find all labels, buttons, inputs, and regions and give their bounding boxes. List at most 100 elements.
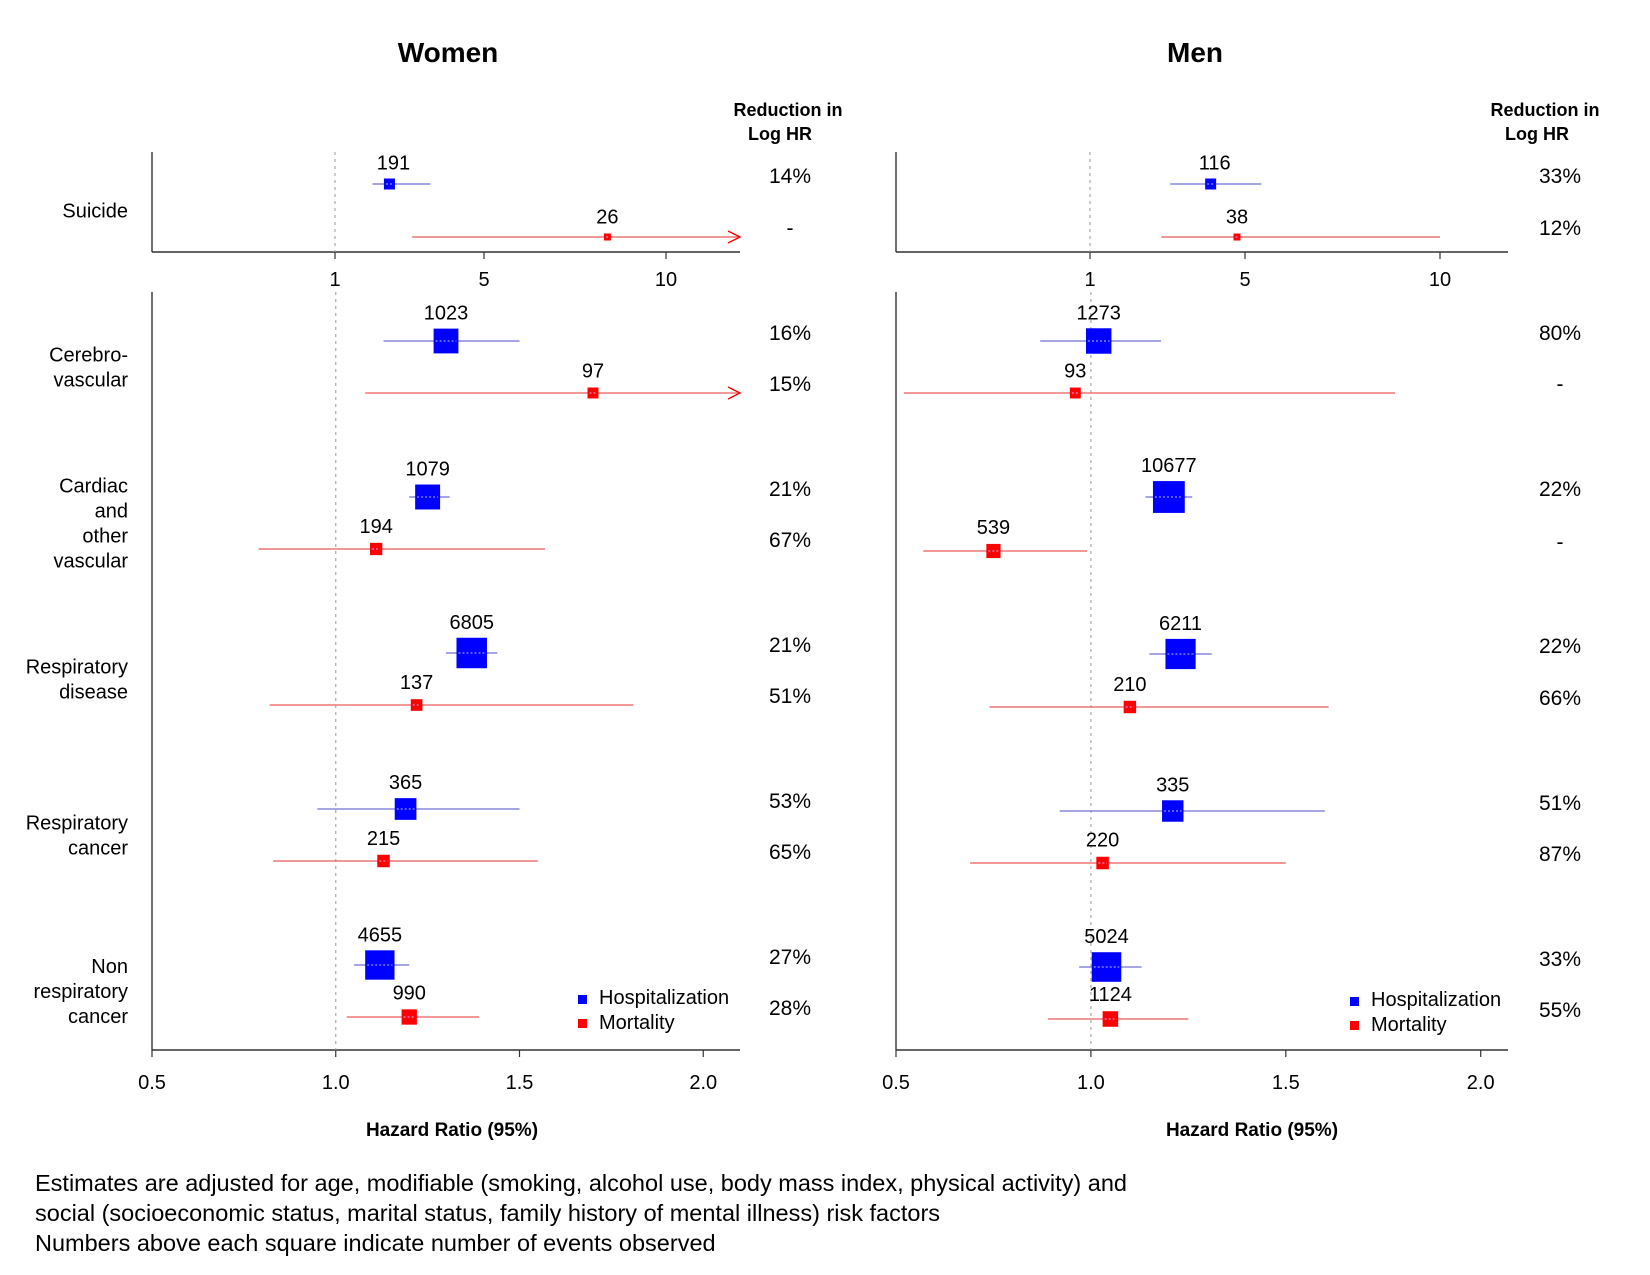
bottom-x-tick-label: 1.5	[1272, 1072, 1300, 1094]
mortality-reduction: 87%	[1539, 843, 1581, 866]
category-label: other	[82, 526, 128, 548]
footnote-line-2: social (socioeconomic status, marital st…	[35, 1198, 1127, 1228]
legend-hospitalization-label: Hospitalization	[1371, 989, 1501, 1011]
x-axis-label: Hazard Ratio (95%)	[366, 1120, 538, 1141]
legend-hospitalization-swatch	[578, 995, 587, 1004]
row-0: Suicide 191 14% 26 -	[62, 153, 811, 244]
row-1: Cerebro-vascular 1023 16% 97 15%	[49, 303, 811, 399]
reduction-header-line-2: Log HR	[1505, 124, 1569, 144]
legend-mortality-swatch	[578, 1019, 587, 1028]
row-5: Non respiratory cancer 4655 27% 990 28%	[34, 924, 812, 1028]
bottom-x-tick-label: 1.0	[322, 1072, 350, 1094]
mortality-event-count: 26	[596, 207, 618, 229]
mortality-reduction: 51%	[769, 685, 811, 708]
hospitalization-reduction: 53%	[769, 790, 811, 813]
hospitalization-reduction: 22%	[1539, 635, 1581, 658]
category-label: and	[95, 501, 128, 523]
top-x-tick-label: 1	[1084, 269, 1095, 291]
hospitalization-event-count: 335	[1156, 774, 1189, 796]
bottom-x-tick-label: 1.0	[1077, 1072, 1105, 1094]
top-x-tick-label: 1	[329, 269, 340, 291]
row-4: Respiratory cancer 365 53% 215 65%	[26, 772, 811, 867]
mortality-reduction: 65%	[769, 841, 811, 864]
category-label: disease	[59, 682, 128, 704]
chart-title: Women	[398, 37, 499, 68]
top-x-tick-label: 10	[655, 269, 677, 291]
legend-mortality-label: Mortality	[599, 1012, 675, 1034]
row-0: 116 33% 38 12%	[1161, 153, 1581, 241]
top-x-tick-label: 5	[1239, 269, 1250, 291]
mortality-reduction: 15%	[769, 373, 811, 396]
mortality-reduction: 67%	[769, 529, 811, 552]
mortality-reduction: -	[787, 217, 794, 240]
category-label: Cardiac	[59, 476, 128, 498]
chart-men: Men Reduction in Log HR 1 5 10 0.5 1.0 1.5 2.0 Haz…	[882, 37, 1599, 1141]
top-x-tick-label: 5	[478, 269, 489, 291]
bottom-x-tick-label: 2.0	[1467, 1072, 1495, 1094]
category-label: Cerebro-	[49, 345, 128, 367]
row-3: Respiratory disease 6805 21% 137 51%	[26, 612, 811, 711]
hospitalization-reduction: 21%	[769, 478, 811, 501]
category-label: Respiratory	[26, 813, 128, 835]
mortality-reduction: -	[1557, 373, 1564, 396]
bottom-x-tick-label: 2.0	[689, 1072, 717, 1094]
mortality-reduction: 55%	[1539, 999, 1581, 1022]
forest-plot-figure: Women Reduction in Log HR 1 5 10 0.5 1.0 1.5 2.0 H…	[0, 0, 1650, 1275]
mortality-event-count: 137	[400, 672, 433, 694]
bottom-x-tick-label: 0.5	[882, 1072, 910, 1094]
hospitalization-event-count: 1023	[424, 303, 469, 325]
category-label: vascular	[54, 370, 129, 392]
hospitalization-event-count: 116	[1199, 153, 1231, 175]
legend-hospitalization-swatch	[1350, 997, 1359, 1006]
mortality-event-count: 194	[359, 516, 392, 538]
row-4: 33551%22087%	[970, 774, 1581, 869]
reduction-header-line-1: Reduction in	[1491, 100, 1600, 120]
hospitalization-point	[1205, 179, 1216, 190]
category-label: Suicide	[62, 201, 128, 223]
x-axis-label: Hazard Ratio (95%)	[1166, 1120, 1338, 1141]
mortality-event-count: 93	[1064, 361, 1086, 383]
hospitalization-event-count: 5024	[1084, 926, 1129, 948]
category-label: cancer	[68, 838, 128, 860]
hospitalization-reduction: 33%	[1539, 165, 1581, 188]
reduction-header-line-2: Log HR	[748, 124, 812, 144]
mortality-point	[1070, 388, 1081, 399]
mortality-reduction: 12%	[1539, 217, 1581, 240]
legend: Hospitalization Mortality	[578, 987, 729, 1034]
top-x-tick-label: 10	[1429, 269, 1451, 291]
mortality-event-count: 215	[367, 828, 400, 850]
hospitalization-reduction: 21%	[769, 634, 811, 657]
chart-women: Women Reduction in Log HR 1 5 10 0.5 1.0 1.5 2.0 H…	[26, 37, 843, 1141]
hospitalization-reduction: 27%	[769, 946, 811, 969]
mortality-event-count: 990	[393, 982, 426, 1004]
category-label: respiratory	[34, 981, 128, 1003]
legend-mortality-swatch	[1350, 1021, 1359, 1030]
hospitalization-event-count: 4655	[358, 924, 403, 946]
legend-mortality-label: Mortality	[1371, 1014, 1447, 1036]
hospitalization-reduction: 33%	[1539, 948, 1581, 971]
chart-title: Men	[1167, 37, 1223, 68]
mortality-reduction: 66%	[1539, 687, 1581, 710]
mortality-event-count: 97	[582, 361, 604, 383]
footnote: Estimates are adjusted for age, modifiab…	[35, 1168, 1127, 1258]
bottom-x-tick-label: 0.5	[138, 1072, 166, 1094]
hospitalization-event-count: 6805	[449, 612, 494, 634]
mortality-event-count: 210	[1113, 674, 1146, 696]
row-2: Cardiac and other vascular 1079 21% 194 67%	[54, 459, 812, 573]
mortality-event-count: 38	[1226, 207, 1248, 229]
hospitalization-reduction: 51%	[1539, 792, 1581, 815]
footnote-line-3: Numbers above each square indicate numbe…	[35, 1228, 1127, 1258]
hospitalization-reduction: 22%	[1539, 478, 1581, 501]
row-2: 10677 22% 539 -	[923, 455, 1581, 558]
row-3: 6211 22% 210 66%	[990, 613, 1581, 713]
category-label: vascular	[54, 551, 129, 573]
category-label: cancer	[68, 1006, 128, 1028]
hospitalization-event-count: 10677	[1141, 455, 1197, 477]
mortality-reduction: 28%	[769, 997, 811, 1020]
bottom-x-tick-label: 1.5	[506, 1072, 534, 1094]
reduction-header-line-1: Reduction in	[734, 100, 843, 120]
mortality-point	[588, 388, 599, 399]
footnote-line-1: Estimates are adjusted for age, modifiab…	[35, 1168, 1127, 1198]
hospitalization-event-count: 6211	[1159, 613, 1202, 635]
legend: Hospitalization Mortality	[1350, 989, 1501, 1036]
